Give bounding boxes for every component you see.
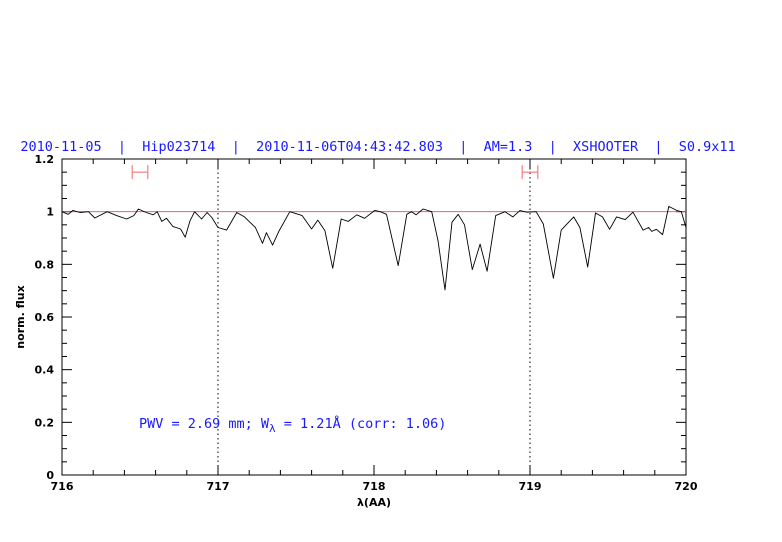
y-tick-label: 0.2 xyxy=(35,416,55,429)
pwv-annotation: PWV = 2.69 mm; Wλ = 1.21Å (corr: 1.06) xyxy=(139,415,446,435)
x-tick-label: 717 xyxy=(207,480,230,493)
y-tick-label: 0.8 xyxy=(35,258,55,271)
chart-title: 2010-11-05 | Hip023714 | 2010-11-06T04:4… xyxy=(20,139,735,155)
y-tick-label: 1.2 xyxy=(35,153,55,166)
x-tick-label: 718 xyxy=(363,480,386,493)
spectrum-line xyxy=(61,205,687,291)
annotation-post: = 1.21Å (corr: 1.06) xyxy=(276,415,447,432)
y-tick-label: 0 xyxy=(46,469,54,482)
x-axis-label: λ(AA) xyxy=(357,496,391,509)
annotation-pre: PWV = 2.69 mm; W xyxy=(139,416,270,432)
x-tick-label: 716 xyxy=(51,480,74,493)
y-tick-label: 0.6 xyxy=(35,311,55,324)
y-tick-label: 1 xyxy=(46,206,54,219)
x-tick-label: 719 xyxy=(519,480,542,493)
y-tick-label: 0.4 xyxy=(35,364,55,377)
y-axis-label: norm. flux xyxy=(14,285,27,348)
annotation-sub: λ xyxy=(269,422,276,435)
x-tick-label: 720 xyxy=(675,480,698,493)
